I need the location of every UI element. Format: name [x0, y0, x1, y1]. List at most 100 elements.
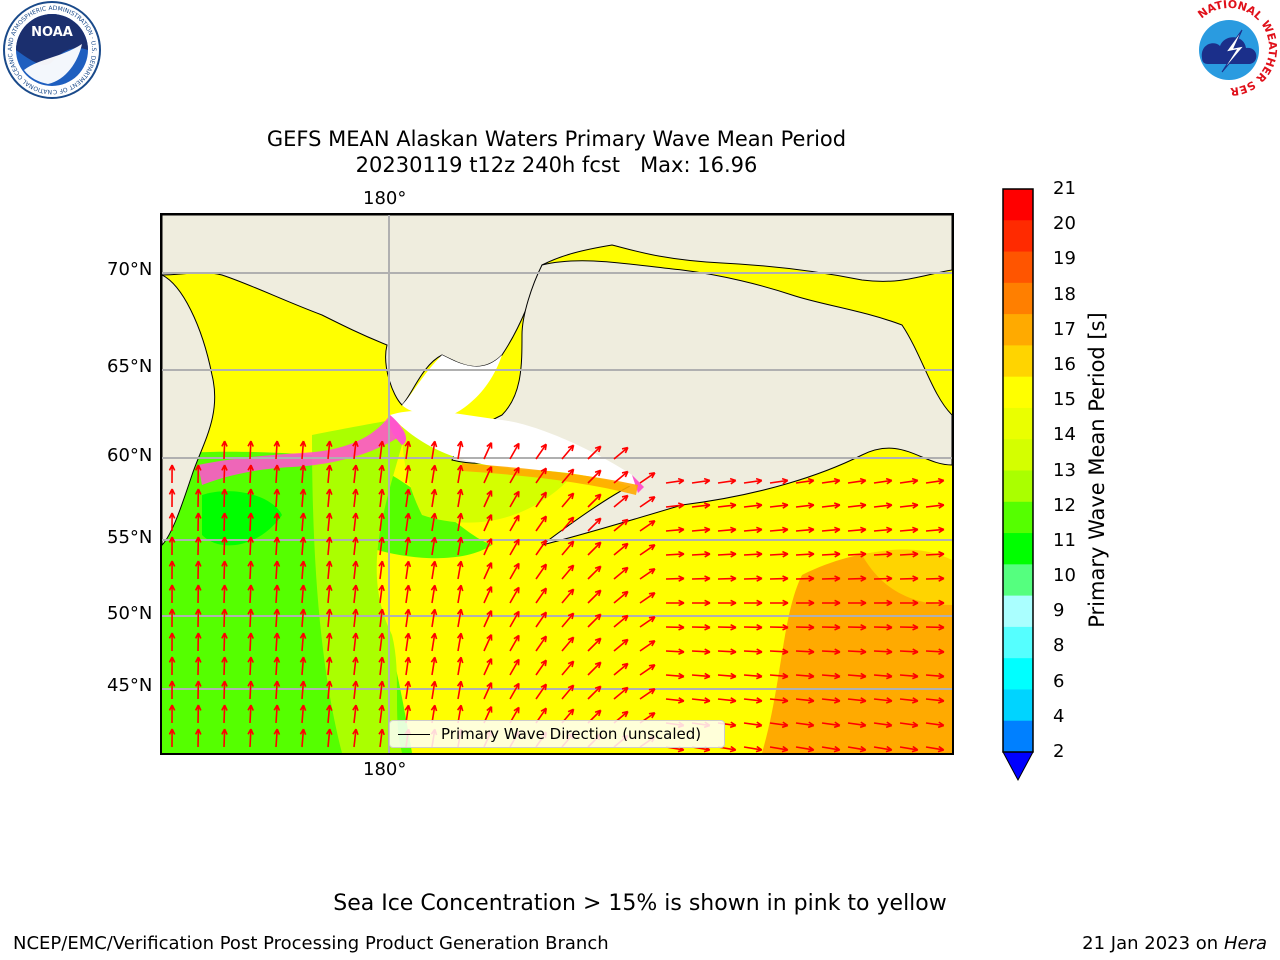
colorbar-tick-label: 8 [1053, 635, 1065, 657]
wave-direction-arrow [899, 599, 919, 607]
wave-direction-arrow [483, 441, 493, 460]
wave-direction-arrow [639, 592, 656, 604]
wave-direction-arrow [456, 440, 464, 460]
wave-direction-arrow [717, 477, 737, 485]
wave-direction-arrow [743, 672, 763, 680]
wave-direction-arrow [535, 635, 548, 652]
wave-direction-arrow [483, 489, 493, 508]
wave-direction-arrow [847, 672, 867, 680]
wave-direction-arrow [509, 538, 520, 556]
chart-title: GEFS MEAN Alaskan Waters Primary Wave Me… [266, 127, 847, 151]
wave-direction-arrow [430, 608, 438, 628]
wave-direction-arrow [404, 608, 412, 628]
wave-direction-arrow [899, 624, 919, 631]
wave-direction-arrow [168, 704, 176, 724]
wave-direction-arrow [821, 624, 841, 631]
wave-direction-arrow [795, 477, 815, 485]
sea-ice-note: Sea Ice Concentration > 15% is shown in … [333, 891, 947, 916]
wave-direction-arrow [743, 502, 763, 509]
wave-direction-arrow [378, 608, 385, 628]
wave-direction-arrow [194, 656, 202, 676]
wave-direction-arrow [352, 536, 359, 556]
wave-direction-arrow [873, 672, 893, 680]
wave-direction-arrow [587, 685, 602, 700]
wave-direction-arrow [925, 526, 945, 534]
wave-direction-arrow [509, 658, 520, 676]
colorbar-tick-label: 4 [1053, 705, 1065, 727]
wave-direction-arrow [194, 728, 202, 748]
wave-direction-arrow [299, 536, 307, 556]
wave-direction-arrow [273, 680, 281, 700]
colorbar-cell [1003, 376, 1033, 409]
wave-direction-arrow [717, 648, 737, 656]
field-10-11 [202, 491, 282, 546]
wave-direction-arrow [378, 560, 385, 580]
wave-direction-arrow [299, 512, 307, 532]
wave-direction-arrow [509, 490, 520, 508]
wave-direction-arrow [613, 470, 629, 484]
wave-direction-arrow [247, 440, 254, 460]
chart-subtitle: 20230119 t12z 240h fcst Max: 16.96 [355, 153, 758, 177]
colorbar-tick-label: 17 [1053, 318, 1076, 340]
wave-direction-arrow [194, 560, 202, 580]
wave-direction-arrow [247, 584, 254, 604]
wave-direction-arrow [561, 684, 575, 700]
wave-direction-arrow [378, 536, 385, 556]
wave-direction-arrow [299, 464, 307, 484]
wave-direction-arrows [168, 440, 945, 753]
wave-direction-arrow [247, 728, 254, 748]
wave-direction-arrow [821, 599, 841, 607]
wave-direction-arrow [873, 624, 893, 631]
wave-direction-arrow [456, 512, 464, 532]
wave-direction-arrow [404, 560, 412, 580]
wave-direction-arrow [639, 640, 656, 652]
wave-direction-arrow [587, 541, 602, 556]
wave-direction-arrow [795, 648, 815, 656]
wave-direction-arrow [221, 680, 228, 700]
wave-direction-arrow [821, 526, 841, 534]
wave-direction-arrow [404, 632, 412, 652]
wave-direction-arrow [325, 464, 333, 484]
wave-direction-arrow [665, 648, 685, 656]
legend-line-sample [398, 734, 430, 735]
wave-direction-arrow [873, 599, 893, 607]
wave-direction-arrow [691, 575, 711, 582]
wave-direction-arrow [194, 536, 202, 556]
wave-direction-arrow [821, 477, 841, 485]
wave-direction-arrow [483, 681, 493, 700]
wave-direction-arrow [873, 575, 893, 582]
wave-direction-arrow [899, 526, 919, 534]
wave-direction-arrow [194, 488, 202, 508]
wave-direction-arrow [509, 610, 520, 628]
wave-direction-arrow [561, 444, 575, 460]
legend-text: Primary Wave Direction (unscaled) [441, 725, 702, 743]
wave-direction-arrow [743, 624, 763, 631]
wave-direction-arrow [717, 624, 737, 631]
colorbar-tick-label: 15 [1053, 389, 1076, 411]
wave-direction-arrow [821, 721, 841, 729]
wave-direction-arrow [273, 608, 281, 628]
wave-direction-arrow [194, 608, 202, 628]
wave-direction-arrow [483, 609, 493, 628]
wave-direction-arrow [613, 638, 629, 652]
wave-direction-arrow [587, 517, 602, 532]
wave-direction-arrow [509, 634, 520, 652]
wave-direction-arrow [509, 586, 520, 604]
colorbar-tick-label: 2 [1053, 741, 1065, 762]
footer-branch: NCEP/EMC/Verification Post Processing Pr… [13, 933, 609, 954]
wave-direction-arrow [899, 575, 919, 582]
wave-direction-arrow [325, 608, 333, 628]
wave-direction-arrow [535, 683, 548, 700]
wave-direction-arrow [352, 560, 359, 580]
wave-direction-arrow [561, 540, 575, 556]
wave-direction-arrow [378, 440, 385, 460]
wave-direction-arrow [430, 560, 438, 580]
wave-direction-arrow [873, 550, 893, 558]
wave-direction-arrow [404, 536, 412, 556]
wave-direction-arrow [613, 686, 629, 700]
wave-direction-arrow [561, 564, 575, 580]
wave-direction-arrow [247, 608, 254, 628]
footer-date-text: 21 Jan 2023 on [1082, 933, 1224, 954]
wave-direction-arrow [535, 491, 548, 508]
lat-label-65: 65°N [107, 356, 153, 377]
